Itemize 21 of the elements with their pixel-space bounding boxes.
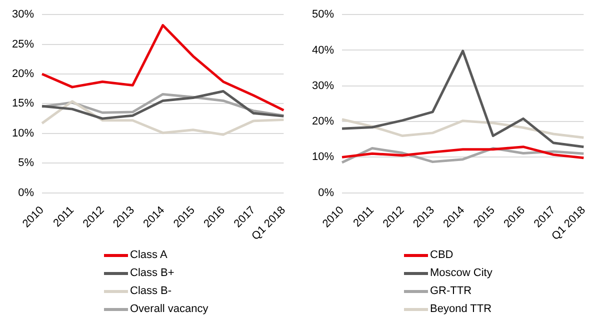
y-tick-label: 20% [312,116,334,128]
legend-label: Class B- [130,285,172,297]
legend-label: Overall vacancy [130,303,208,315]
legend-label: Class B+ [130,267,174,279]
y-tick-label: 10% [312,151,334,164]
legend-label: CBD [430,249,454,261]
y-tick-label: 40% [312,44,334,56]
y-tick-label: 15% [12,98,34,110]
y-tick-label: 0% [18,186,34,199]
y-tick-label: 10% [12,127,34,140]
y-tick-label: 50% [312,8,334,21]
legend-label: GR-TTR [430,285,472,297]
y-tick-label: 25% [12,38,34,50]
legend-label: Beyond TTR [430,303,492,315]
y-tick-label: 30% [312,80,334,92]
legend-label: Moscow City [430,267,492,279]
y-tick-label: 5% [18,157,34,170]
y-tick-label: 0% [318,186,334,199]
legend-label: Class A [130,249,168,261]
y-tick-label: 30% [12,8,34,21]
y-tick-label: 20% [12,68,34,80]
